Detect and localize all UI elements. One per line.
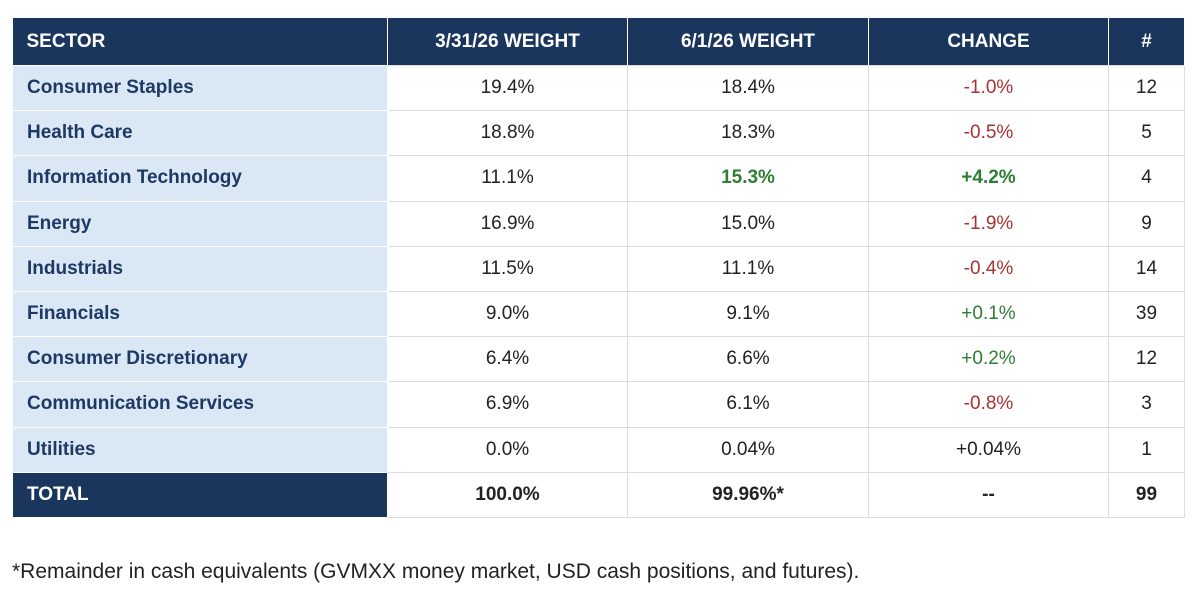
sector-row: Energy 16.9% 15.0% -1.9% 9 [12, 200, 1185, 247]
sector-cell: Health Care [12, 110, 388, 157]
value-cell: 9.1% [627, 290, 869, 338]
value-cell: +0.2% [868, 336, 1109, 383]
value-cell: -0.5% [868, 110, 1109, 157]
value-cell: 9.0% [387, 290, 628, 338]
value-cell: 18.3% [627, 110, 869, 157]
value-cell: 16.9% [387, 200, 628, 247]
header-cell: CHANGE [868, 18, 1109, 66]
value-cell: 99 [1108, 471, 1185, 518]
value-cell: 12 [1108, 336, 1185, 383]
value-cell: 5 [1108, 110, 1185, 157]
value-cell: -0.4% [868, 245, 1109, 292]
value-cell: 100.0% [387, 471, 628, 518]
value-cell: 18.4% [627, 64, 869, 112]
value-cell: 39 [1108, 290, 1185, 338]
header-cell: # [1108, 18, 1185, 66]
value-cell: 6.6% [627, 336, 869, 383]
sector-row: Industrials 11.5% 11.1% -0.4% 14 [12, 245, 1185, 292]
sector-row: Consumer Discretionary 6.4% 6.6% +0.2% 12 [12, 336, 1185, 383]
value-cell: -1.0% [868, 64, 1109, 112]
header-cell: 3/31/26 WEIGHT [387, 18, 628, 66]
value-cell: 14 [1108, 245, 1185, 292]
value-cell: +4.2% [868, 155, 1109, 202]
sector-cell: Consumer Staples [12, 64, 388, 112]
total-row: TOTAL 100.0% 99.96%* -- 99 [12, 471, 1185, 518]
value-cell: 11.5% [387, 245, 628, 292]
sector-row: Utilities 0.0% 0.04% +0.04% 1 [12, 426, 1185, 473]
value-cell: 15.0% [627, 200, 869, 247]
sector-row: Communication Services 6.9% 6.1% -0.8% 3 [12, 381, 1185, 428]
sector-cell: Consumer Discretionary [12, 336, 388, 383]
header-cell: SECTOR [12, 18, 388, 66]
value-cell: 15.3% [627, 155, 869, 202]
value-cell: 11.1% [627, 245, 869, 292]
sector-cell: Energy [12, 200, 388, 247]
value-cell: 6.4% [387, 336, 628, 383]
table-body: Consumer Staples 19.4% 18.4% -1.0% 12 Health … [12, 64, 1185, 518]
sector-table: SECTOR 3/31/26 WEIGHT 6/1/26 WEIGHT CHAN… [12, 18, 1185, 518]
value-cell: -0.8% [868, 381, 1109, 428]
value-cell: 4 [1108, 155, 1185, 202]
value-cell: 11.1% [387, 155, 628, 202]
value-cell: 19.4% [387, 64, 628, 112]
sector-row: Information Technology 11.1% 15.3% +4.2% 4 [12, 155, 1185, 202]
value-cell: 1 [1108, 426, 1185, 473]
sector-cell: Communication Services [12, 381, 388, 428]
header-cell: 6/1/26 WEIGHT [627, 18, 869, 66]
value-cell: -1.9% [868, 200, 1109, 247]
value-cell: 6.1% [627, 381, 869, 428]
sector-cell: Utilities [12, 426, 388, 473]
sector-row: Financials 9.0% 9.1% +0.1% 39 [12, 290, 1185, 338]
sector-cell: Industrials [12, 245, 388, 292]
sector-cell: Financials [12, 290, 388, 338]
sector-cell: Information Technology [12, 155, 388, 202]
value-cell: +0.1% [868, 290, 1109, 338]
value-cell: 0.0% [387, 426, 628, 473]
value-cell: 0.04% [627, 426, 869, 473]
header-row: SECTOR 3/31/26 WEIGHT 6/1/26 WEIGHT CHAN… [12, 18, 1185, 66]
sector-row: Health Care 18.8% 18.3% -0.5% 5 [12, 110, 1185, 157]
value-cell: 6.9% [387, 381, 628, 428]
value-cell: 12 [1108, 64, 1185, 112]
sector-row: Consumer Staples 19.4% 18.4% -1.0% 12 [12, 64, 1185, 112]
footnote: *Remainder in cash equivalents (GVMXX mo… [12, 560, 860, 583]
value-cell: -- [868, 471, 1109, 518]
sector-cell: TOTAL [12, 471, 388, 518]
value-cell: 3 [1108, 381, 1185, 428]
value-cell: +0.04% [868, 426, 1109, 473]
value-cell: 18.8% [387, 110, 628, 157]
value-cell: 9 [1108, 200, 1185, 247]
value-cell: 99.96%* [627, 471, 869, 518]
